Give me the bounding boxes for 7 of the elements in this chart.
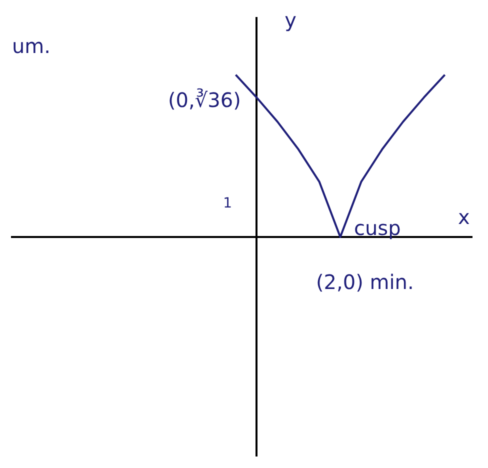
annotation: (0,∛36) bbox=[168, 88, 241, 112]
text: (2,0) min. bbox=[316, 270, 414, 294]
x-axis-title: x bbox=[458, 205, 470, 230]
annotation: 1 bbox=[223, 196, 232, 212]
text: um. bbox=[12, 34, 51, 58]
y-axis-title: y bbox=[284, 8, 297, 32]
annotation: cusp bbox=[354, 216, 401, 240]
